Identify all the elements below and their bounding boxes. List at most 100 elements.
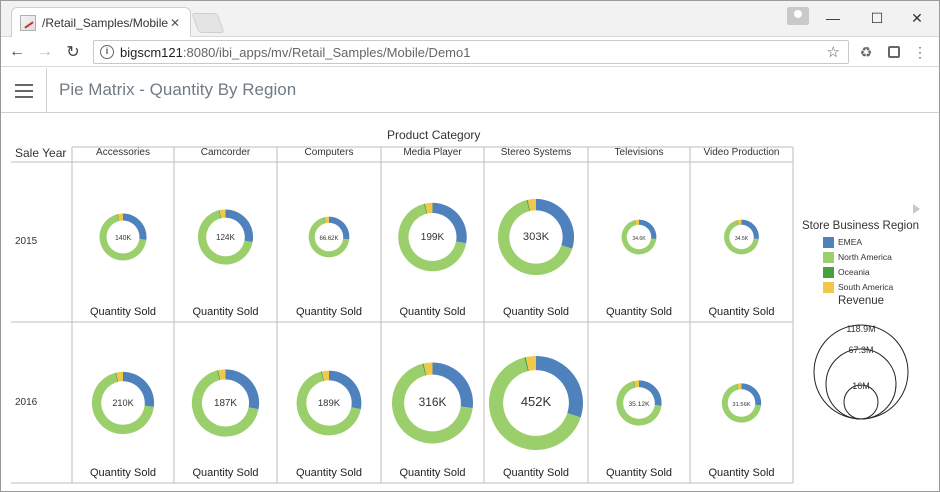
pie-slice[interactable] <box>123 371 155 407</box>
pie-slice[interactable] <box>526 199 531 212</box>
pie-total-label: 187K <box>214 398 237 409</box>
pie-slice[interactable] <box>99 214 147 261</box>
pie-slice[interactable] <box>525 356 536 371</box>
pie-slice[interactable] <box>323 217 326 224</box>
size-legend-circle <box>843 384 879 420</box>
pie-slice[interactable] <box>524 357 529 372</box>
reload-icon[interactable]: ↻ <box>66 43 80 61</box>
hamburger-menu-icon[interactable] <box>15 84 33 98</box>
column-axis-title: Product Category <box>387 128 481 142</box>
pie-slice[interactable] <box>488 357 581 450</box>
pie-slice[interactable] <box>741 219 759 240</box>
pie-slice[interactable] <box>432 202 467 244</box>
bookmark-star-icon[interactable]: ☆ <box>826 44 840 61</box>
pie-slice[interactable] <box>91 372 154 435</box>
pie-total-label: 34.5K <box>735 236 749 242</box>
pie-slice[interactable] <box>117 213 123 221</box>
size-legend-label: 16M <box>852 381 870 391</box>
legend-item[interactable]: Oceania <box>823 266 870 278</box>
pie-slice[interactable] <box>536 198 575 249</box>
close-window-button[interactable]: ✕ <box>911 9 923 26</box>
legend-item[interactable]: EMEA <box>823 236 862 248</box>
pie-slice[interactable] <box>736 383 739 390</box>
pie-slice[interactable] <box>634 380 639 388</box>
pie-slice[interactable] <box>639 380 662 406</box>
pie-slice[interactable] <box>621 220 657 255</box>
pie-slice[interactable] <box>329 370 362 410</box>
pie-slice[interactable] <box>218 210 222 219</box>
url-path: :8080/ibi_apps/mv/Retail_Samples/Mobile/… <box>182 44 471 60</box>
pie-slice[interactable] <box>308 217 350 258</box>
pie-slice[interactable] <box>425 202 433 214</box>
pie-slice[interactable] <box>218 369 226 381</box>
pie-slice[interactable] <box>422 363 427 376</box>
pie-slice[interactable] <box>117 214 120 222</box>
cell-measure-label: Quantity Sold <box>295 306 363 318</box>
url-host: bigscm121 <box>120 44 183 60</box>
pie-total-label: 210K <box>112 398 133 408</box>
back-icon[interactable]: ← <box>9 42 25 60</box>
legend-swatch <box>823 266 834 278</box>
pie-slice[interactable] <box>116 371 123 382</box>
pie-slice[interactable] <box>721 383 762 423</box>
pie-total-label: 35.12K <box>629 401 651 408</box>
pie-slice[interactable] <box>321 370 329 381</box>
app-header: Pie Matrix - Quantity By Region <box>1 68 939 113</box>
pie-slice[interactable] <box>737 383 742 390</box>
pie-slice[interactable] <box>737 219 742 226</box>
pie-slice[interactable] <box>737 219 739 226</box>
pie-slice[interactable] <box>536 356 583 418</box>
pie-slice[interactable] <box>191 370 259 437</box>
pie-slice[interactable] <box>423 362 433 376</box>
forward-icon[interactable]: → <box>37 42 53 60</box>
pie-slice[interactable] <box>497 200 573 276</box>
recycle-icon[interactable]: ♻ <box>859 43 873 60</box>
browser-tab[interactable]: /Retail_Samples/Mobile/ ✕ <box>11 7 191 37</box>
pie-slice[interactable] <box>639 219 657 240</box>
cell-measure-label: Quantity Sold <box>605 467 673 479</box>
pie-slice[interactable] <box>432 362 474 409</box>
pie-slice[interactable] <box>197 210 253 265</box>
pie-slice[interactable] <box>329 216 350 240</box>
info-icon[interactable]: i <box>100 45 114 59</box>
pie-slice[interactable] <box>616 381 662 426</box>
minimize-button[interactable]: — <box>826 10 840 26</box>
pie-slice[interactable] <box>219 209 226 219</box>
size-legend-label: 67.3M <box>848 345 874 355</box>
title-bar: /Retail_Samples/Mobile/ ✕ — ☐ ✕ <box>1 1 939 37</box>
pie-total-label: 189K <box>318 398 341 409</box>
pie-slice[interactable] <box>634 219 637 226</box>
category-header: Stereo Systems <box>500 147 572 158</box>
legend-item[interactable]: South America <box>823 281 893 293</box>
extension-icon[interactable] <box>885 43 903 61</box>
pie-slice[interactable] <box>296 371 361 436</box>
pie-slice[interactable] <box>633 380 636 388</box>
legend-label: Oceania <box>838 267 870 277</box>
pie-slice[interactable] <box>217 370 221 381</box>
pie-slice[interactable] <box>225 209 254 243</box>
pie-slice[interactable] <box>724 220 759 255</box>
pie-slice[interactable] <box>398 203 467 272</box>
pie-slice[interactable] <box>225 369 260 410</box>
pie-slice[interactable] <box>115 372 119 382</box>
pie-slice[interactable] <box>123 213 147 240</box>
row-axis-title: Sale Year <box>15 146 67 160</box>
cell-measure-label: Quantity Sold <box>89 467 157 479</box>
pie-slice[interactable] <box>324 216 329 224</box>
address-bar[interactable]: i bigscm121:8080/ibi_apps/mv/Retail_Samp… <box>93 40 849 64</box>
pie-slice[interactable] <box>527 198 536 211</box>
pie-slice[interactable] <box>741 383 762 406</box>
legend-swatch <box>823 251 834 263</box>
pie-slice[interactable] <box>320 371 325 382</box>
tab-close-icon[interactable]: ✕ <box>169 15 181 30</box>
pie-slice[interactable] <box>423 203 428 214</box>
legend-item[interactable]: North America <box>823 251 892 263</box>
profile-icon[interactable] <box>787 7 809 25</box>
kebab-menu-icon[interactable]: ⋮ <box>913 43 927 60</box>
maximize-button[interactable]: ☐ <box>870 9 884 26</box>
legend-scroll-arrow-icon[interactable] <box>913 204 920 214</box>
pie-slice[interactable] <box>635 219 639 226</box>
category-header: Camcorder <box>200 147 251 158</box>
pie-slice[interactable] <box>391 363 473 444</box>
